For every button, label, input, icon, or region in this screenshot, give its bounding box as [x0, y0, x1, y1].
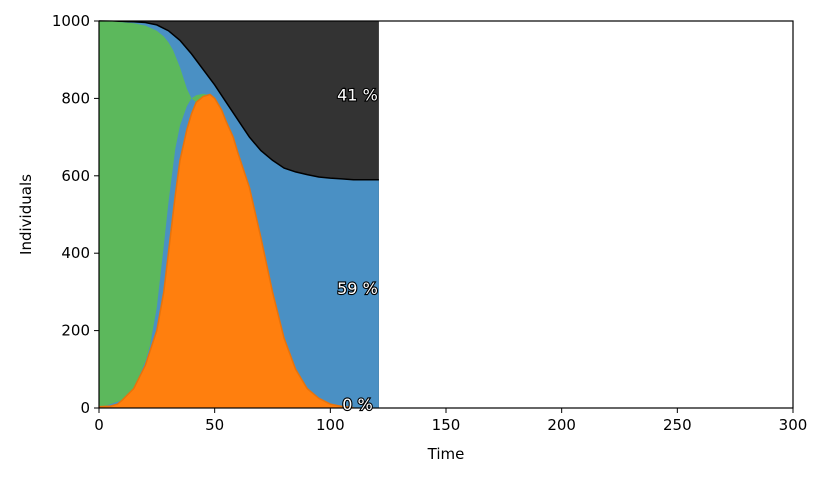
percentage-label: 59 % — [337, 279, 378, 298]
dead-boundary-line — [98, 20, 379, 181]
infected-line — [98, 93, 354, 409]
annotations: 41 % 59 % 0 % — [336, 84, 379, 415]
x-tick-label: 300 — [779, 416, 808, 434]
axes: 0 50 100 150 200 250 300 0 200 400 600 800 1000 — [52, 12, 808, 434]
y-tick-label: 600 — [61, 167, 90, 185]
percentage-label: 0 % — [342, 395, 372, 414]
y-tick-label: 0 — [80, 399, 90, 417]
area-infected — [99, 94, 354, 408]
x-axis-label: Time — [427, 445, 465, 463]
x-tick-label: 100 — [316, 416, 345, 434]
area-susceptible — [99, 21, 215, 408]
x-tick-label: 200 — [547, 416, 576, 434]
y-tick-label: 200 — [61, 322, 90, 340]
y-tick-label: 1000 — [52, 12, 90, 30]
y-tick-label: 400 — [61, 244, 90, 262]
x-tick-label: 250 — [663, 416, 692, 434]
area-layers — [98, 20, 379, 409]
x-tick-label: 0 — [94, 416, 104, 434]
x-tick-label: 150 — [432, 416, 461, 434]
y-axis-label: Individuals — [17, 174, 35, 255]
y-tick-label: 800 — [61, 89, 90, 107]
x-tick-label: 50 — [205, 416, 224, 434]
percentage-label: 41 % — [337, 86, 378, 105]
